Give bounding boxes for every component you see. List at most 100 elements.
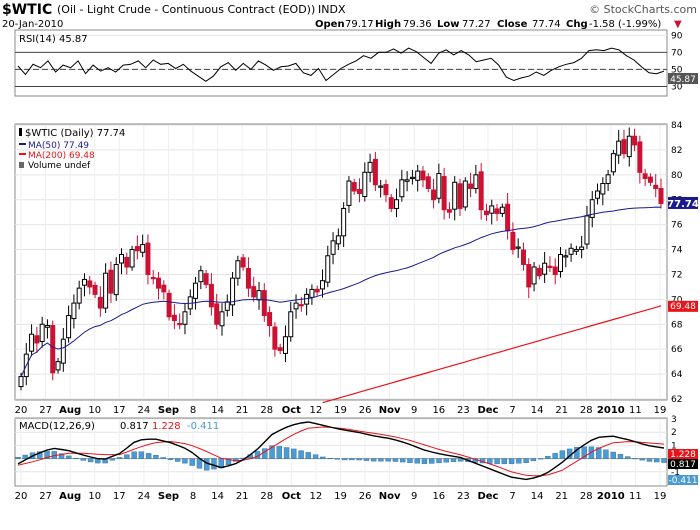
- candle-down: [547, 265, 553, 268]
- candle-down: [156, 277, 162, 289]
- x-tick-label: 23: [457, 491, 470, 502]
- x-tick-label: 17: [113, 405, 126, 416]
- candle-up: [224, 301, 230, 311]
- macd-hist-bar: [414, 458, 420, 464]
- x-tick-label: 27: [39, 491, 52, 502]
- legend-volume: Volume undef: [28, 161, 91, 171]
- candle-up: [378, 185, 384, 188]
- macd-value-label: 0.817: [670, 460, 696, 470]
- candle-up: [436, 173, 442, 199]
- last-price-label: 77.74: [667, 199, 699, 210]
- macd-hist-box: [668, 475, 698, 485]
- macd-hist-bar: [22, 454, 28, 459]
- candle-up: [71, 302, 77, 320]
- macd-tick-label: -1: [671, 468, 680, 478]
- rsi-legend: RSI(14) 45.87: [19, 34, 88, 45]
- candle-down: [161, 284, 167, 293]
- x-tick-label: 16: [432, 491, 445, 502]
- quote-date: 20-Jan-2010: [2, 19, 63, 30]
- x-tick-label: 19: [334, 491, 347, 502]
- candle-down: [134, 246, 140, 252]
- candle-up: [452, 181, 458, 210]
- price-tick-label: 74: [671, 246, 683, 256]
- macd-signal-label: 1.228: [670, 450, 696, 460]
- chart-symbol: $WTIC: [2, 2, 52, 18]
- macd-hist-bar: [617, 454, 624, 459]
- open-value: 79.17: [345, 19, 374, 30]
- macd-hist-bar: [312, 454, 319, 459]
- low-value: 77.27: [462, 19, 491, 30]
- macd-hist-bar: [262, 448, 268, 459]
- candle-up: [515, 246, 521, 249]
- macd-hist-bar: [595, 447, 602, 459]
- macd-hist-label: -0.411: [668, 476, 697, 486]
- candle-up: [473, 174, 479, 190]
- macd-histogram: [15, 445, 667, 471]
- candle-down: [441, 176, 447, 211]
- macd-hist-bar: [603, 449, 609, 459]
- x-tick-label: 28: [580, 491, 593, 502]
- candle-down: [166, 292, 172, 318]
- candle-down: [446, 209, 452, 213]
- candle-up: [288, 311, 294, 338]
- macd-hist-bar: [654, 458, 660, 463]
- candle-up: [415, 170, 421, 181]
- chg-label: Chg: [566, 19, 588, 30]
- macd-hist-bar: [15, 457, 21, 459]
- candle-up: [605, 174, 611, 185]
- candle-up: [55, 361, 61, 371]
- candle-up: [293, 302, 299, 310]
- chg-value: -1.58 (-1.99%): [589, 19, 661, 30]
- macd-tick-label: 1: [671, 441, 677, 451]
- candle-down: [658, 188, 664, 204]
- legend-ma50-swatch: [19, 143, 26, 145]
- macd-value-box: [668, 459, 698, 469]
- macd-legend-signal: 1.228: [152, 421, 181, 432]
- x-tick-label: 28: [580, 405, 593, 416]
- macd-hist-bar: [632, 458, 638, 460]
- macd-hist-bar: [392, 458, 399, 462]
- high-label: High: [375, 19, 401, 30]
- x-tick-label: 9: [411, 405, 417, 416]
- x-tick-label: Nov: [379, 491, 401, 502]
- x-tick-label: 10: [88, 491, 101, 502]
- rsi-y-axis: 30 50 70 90: [671, 31, 683, 92]
- macd-hist-bar: [182, 458, 188, 464]
- candle-up: [103, 272, 109, 309]
- candle-up: [573, 249, 579, 252]
- candle-down: [632, 135, 638, 146]
- macd-hist-bar: [211, 458, 217, 470]
- macd-hist-bar: [494, 458, 500, 465]
- candle-down: [277, 347, 283, 351]
- macd-hist-bar: [298, 450, 304, 459]
- candle-up: [60, 338, 66, 364]
- x-tick-label: 16: [432, 405, 445, 416]
- candle-down: [108, 269, 114, 294]
- candle-down: [420, 170, 426, 181]
- macd-hist-bar: [530, 458, 537, 462]
- x-tick-label: 21: [555, 405, 568, 416]
- price-panel: 626466687072747678808284 2027Aug101724Se…: [14, 121, 699, 416]
- candle-down: [383, 184, 389, 196]
- candle-up: [198, 270, 204, 283]
- ma200-line: [322, 305, 662, 404]
- candle-up: [118, 254, 124, 264]
- candle-down: [372, 158, 378, 186]
- macd-hist-bar: [109, 458, 116, 461]
- candle-down: [272, 326, 278, 350]
- candle-up: [18, 376, 24, 388]
- x-tick-label: 11: [629, 405, 642, 416]
- price-tick-label: 72: [671, 270, 682, 280]
- candle-up: [235, 260, 241, 279]
- x-tick-label: 19: [654, 405, 667, 416]
- x-tick-label: 21: [236, 491, 249, 502]
- candle-up: [462, 180, 468, 208]
- candle-down: [653, 184, 659, 190]
- x-tick-label: Dec: [477, 491, 498, 502]
- macd-legend: MACD(12,26,9) 0.817 1.228 -0.411: [19, 421, 219, 432]
- macd-hist-bar: [87, 458, 94, 463]
- macd-hist-bar: [487, 458, 493, 464]
- price-legend: $WTIC (Daily) 77.74 MA(50) 77.49 MA(200)…: [19, 128, 125, 171]
- macd-hist-bar: [458, 458, 464, 462]
- rsi-reference-lines: [15, 51, 667, 87]
